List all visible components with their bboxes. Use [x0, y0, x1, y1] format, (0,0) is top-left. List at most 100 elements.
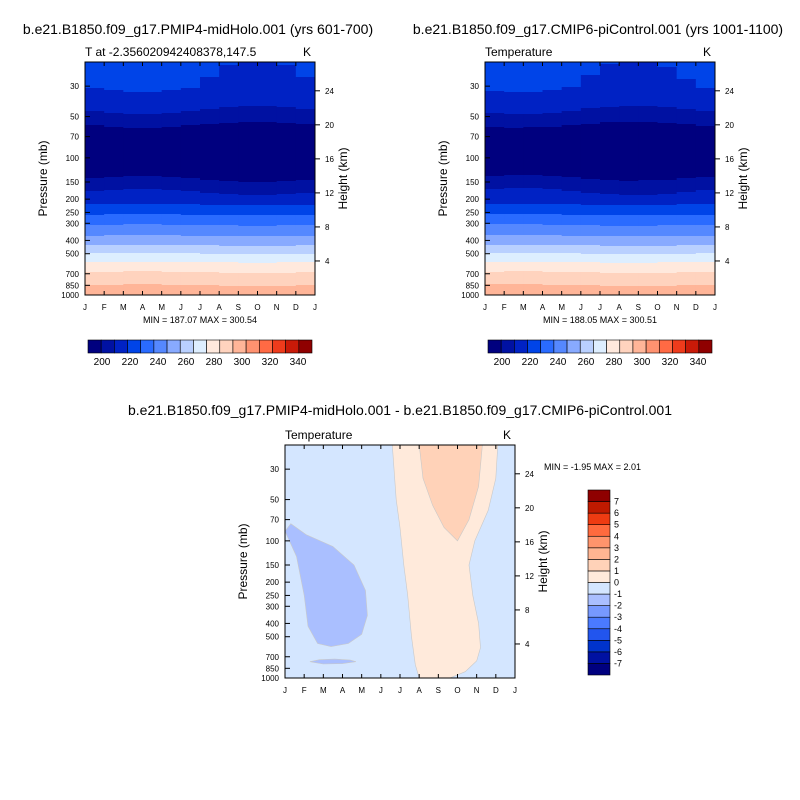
contour-cell [695, 96, 715, 98]
contour-cell [238, 184, 259, 186]
contour-cell [200, 280, 220, 282]
colorbar-tick-label: 240 [150, 357, 167, 368]
contour-cell [200, 66, 220, 68]
contour-cell [580, 192, 601, 194]
contour-cell [485, 181, 505, 183]
contour-cell [580, 166, 601, 168]
contour-cell [104, 115, 124, 117]
contour-cell [523, 151, 544, 153]
contour-cell [85, 201, 105, 203]
contour-cell [276, 155, 297, 157]
contour-cell [219, 148, 239, 150]
contour-cell [142, 63, 163, 65]
contour-cell [504, 105, 524, 107]
contour-cell [580, 205, 601, 207]
contour-cell [104, 195, 124, 197]
contour-cell [542, 76, 563, 78]
contour-cell [523, 76, 544, 78]
contour-cell [161, 218, 182, 220]
contour-cell [657, 97, 678, 99]
contour-cell [657, 176, 678, 178]
contour-cell [657, 81, 678, 83]
contour-cell [161, 284, 182, 286]
contour-cell [180, 193, 201, 195]
contour-cell [200, 114, 220, 116]
contour-cell [485, 206, 505, 208]
contour-cell [619, 109, 639, 111]
contour-cell [619, 186, 639, 188]
contour-cell [295, 222, 315, 224]
contour-cell [104, 289, 124, 291]
contour-cell [295, 285, 315, 287]
contour-cell [142, 178, 163, 180]
contour-cell [219, 251, 239, 253]
contour-cell [523, 199, 544, 201]
contour-cell [485, 146, 505, 148]
contour-cell [180, 77, 201, 79]
contour-cell [257, 237, 278, 239]
contour-cell [485, 75, 505, 77]
contour-cell [657, 87, 678, 89]
contour-cell [238, 139, 259, 141]
contour-cell [276, 137, 297, 139]
contour-cell [123, 110, 144, 112]
contour-cell [219, 210, 239, 212]
contour-cell [142, 175, 163, 177]
contour-cell [295, 259, 315, 261]
contour-cell [200, 77, 220, 79]
contour-cell [180, 201, 201, 203]
contour-cell [561, 150, 582, 152]
contour-cell [180, 142, 201, 144]
contour-cell [200, 130, 220, 132]
contour-cell [257, 144, 278, 146]
contour-cell [161, 136, 182, 138]
contour-cell [295, 71, 315, 73]
contour-cell [619, 91, 639, 93]
contour-cell [85, 193, 105, 195]
contour-cell [295, 150, 315, 152]
contour-cell [104, 63, 124, 65]
contour-cell [161, 270, 182, 272]
contour-cell [123, 82, 144, 84]
contour-cell [676, 181, 697, 183]
contour-cell [676, 114, 697, 116]
contour-cell [542, 193, 563, 195]
contour-cell [485, 213, 505, 215]
contour-cell [257, 236, 278, 238]
contour-cell [257, 181, 278, 183]
contour-cell [257, 175, 278, 177]
contour-cell [600, 155, 620, 157]
contour-cell [542, 228, 563, 230]
contour-cell [257, 160, 278, 162]
contour-cell [257, 194, 278, 196]
contour-cell [561, 158, 582, 160]
contour-cell [542, 211, 563, 213]
contour-cell [161, 255, 182, 257]
contour-cell [676, 224, 697, 226]
contour-cell [123, 80, 144, 82]
contour-cell [180, 149, 201, 151]
contour-cell [257, 91, 278, 93]
contour-cell [200, 243, 220, 245]
contour-cell [619, 171, 639, 173]
contour-cell [695, 217, 715, 219]
contour-cell [619, 155, 639, 157]
contour-cell [123, 233, 144, 235]
contour-cell [161, 272, 182, 274]
contour-cell [161, 244, 182, 246]
contour-cell [295, 235, 315, 237]
contour-cell [504, 70, 524, 72]
contour-cell [85, 215, 105, 217]
contour-cell [238, 80, 259, 82]
contour-cell [676, 215, 697, 217]
contour-cell [504, 108, 524, 110]
contour-cell [104, 181, 124, 183]
contour-cell [542, 155, 563, 157]
contour-cell [523, 164, 544, 166]
contour-cell [238, 130, 259, 132]
contour-cell [657, 82, 678, 84]
contour-cell [180, 166, 201, 168]
contour-cell [542, 166, 563, 168]
contour-cell [600, 99, 620, 101]
contour-cell [219, 75, 239, 77]
